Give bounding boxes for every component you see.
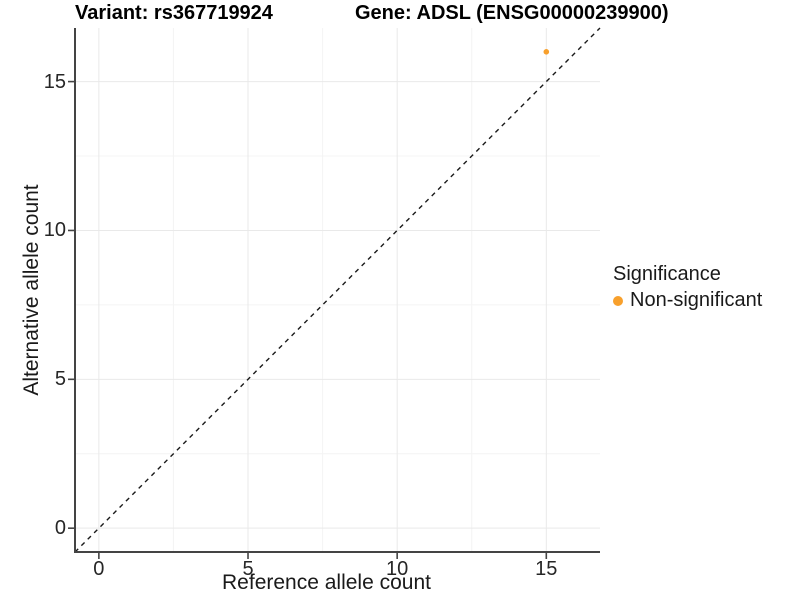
identity-dashed-line: [74, 27, 601, 553]
y-tick-label: 10: [43, 219, 66, 242]
legend: Significance Non-significant: [613, 262, 762, 312]
legend-item-non-significant: Non-significant: [613, 289, 762, 312]
plot-title-gene: Gene: ADSL (ENSG00000239900): [355, 2, 669, 24]
x-axis-title: Reference allele count: [222, 571, 431, 594]
x-tick-label: 15: [535, 558, 558, 580]
legend-item-label: Non-significant: [630, 289, 763, 311]
x-tick-label: 0: [93, 558, 105, 580]
y-tick-label: 15: [43, 70, 66, 93]
y-tick-label: 5: [54, 368, 66, 391]
data-point: [543, 49, 550, 55]
plot-title-variant: Variant: rs367719924: [75, 2, 273, 24]
legend-title: Significance: [613, 263, 721, 285]
y-axis-title: Alternative allele count: [20, 184, 43, 396]
y-tick-label: 0: [54, 517, 66, 540]
legend-point-icon: [613, 295, 623, 306]
x-tick-label: 5: [242, 558, 254, 580]
x-tick-label: 10: [386, 558, 409, 580]
